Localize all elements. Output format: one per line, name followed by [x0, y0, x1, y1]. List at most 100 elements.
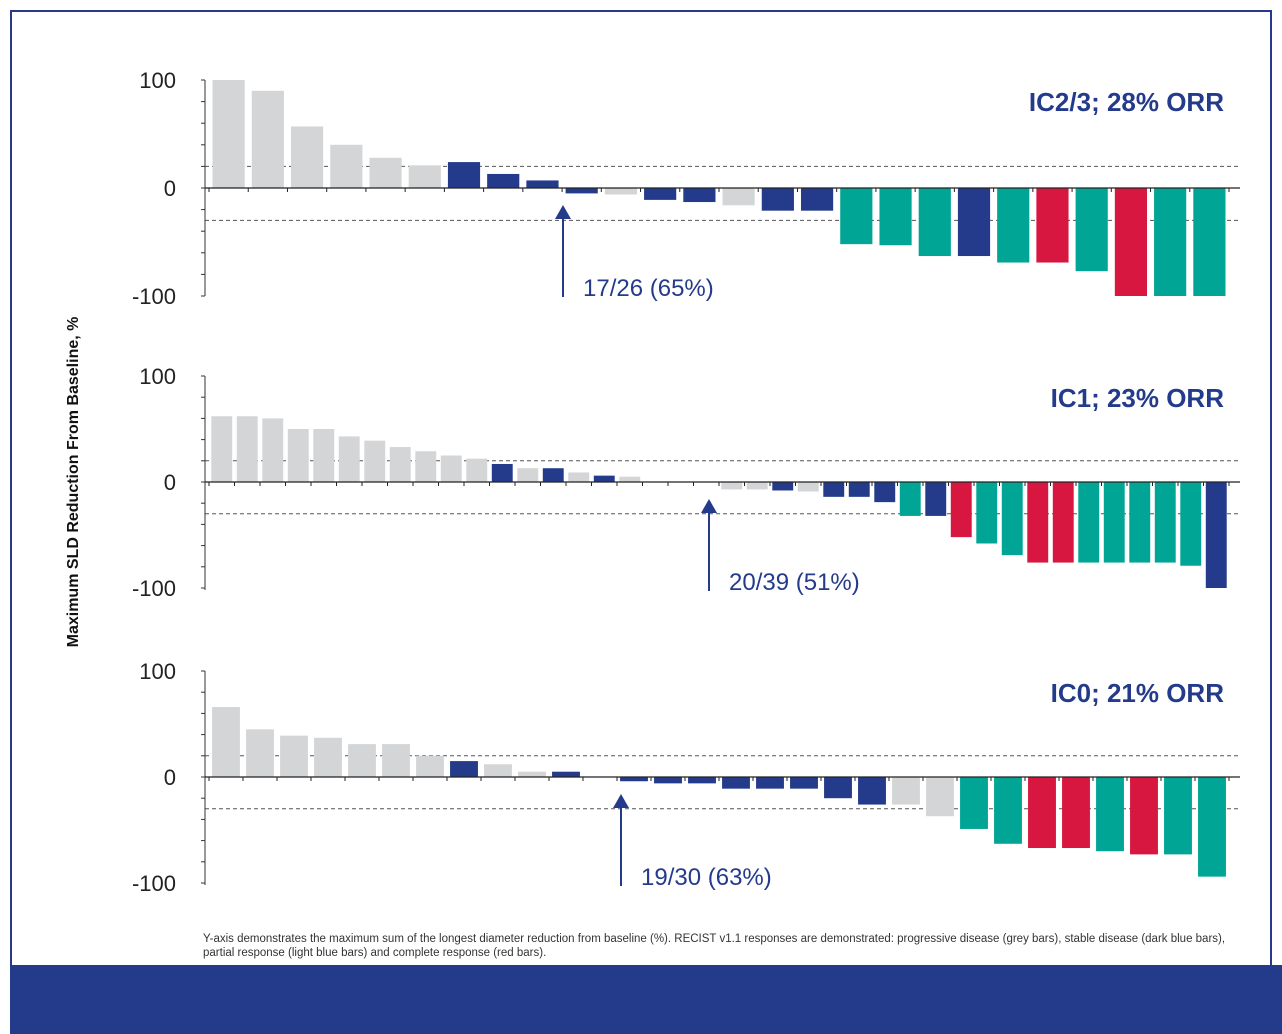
bar: [976, 482, 998, 544]
bar: [688, 777, 716, 784]
bar: [517, 468, 539, 482]
arrow-annotation: 17/26 (65%): [583, 275, 714, 302]
bar: [1198, 777, 1226, 877]
arrow-head: [701, 499, 717, 513]
bar: [722, 777, 750, 789]
bar: [926, 777, 954, 817]
bar: [957, 188, 991, 257]
bar: [246, 729, 274, 777]
bar: [1036, 188, 1069, 263]
bar: [950, 482, 972, 538]
bar: [997, 188, 1030, 263]
bar: [879, 188, 912, 246]
bar: [447, 162, 481, 188]
chart-panel-1: 100 0 -100 IC2/3; 28% ORR 17/26 (65%): [132, 68, 1240, 309]
bar: [797, 482, 819, 492]
bar: [746, 482, 768, 490]
bar: [756, 777, 784, 789]
panel-title: IC1; 23% ORR: [1051, 383, 1225, 413]
bar: [338, 436, 360, 482]
bar: [1075, 188, 1108, 272]
bar: [484, 764, 512, 777]
bar: [542, 468, 564, 482]
arrow-annotation: 20/39 (51%): [729, 569, 860, 596]
bar: [416, 755, 444, 777]
bar: [619, 476, 641, 482]
bar: [212, 80, 245, 188]
bar: [1129, 482, 1151, 563]
bar: [262, 418, 284, 482]
bar: [466, 458, 488, 482]
bar: [348, 744, 376, 777]
bar: [491, 463, 513, 482]
bar: [823, 482, 845, 497]
y-tick-label: 100: [139, 68, 176, 93]
bar: [364, 440, 386, 482]
bar: [330, 144, 363, 188]
bar: [415, 451, 437, 482]
bar: [858, 777, 886, 805]
bar: [772, 482, 794, 491]
bar: [1103, 482, 1125, 563]
bar: [874, 482, 896, 503]
y-tick-label: -100: [132, 284, 176, 309]
bar: [211, 416, 233, 482]
chart-panel-2: 100 0 -100 IC1; 23% ORR 20/39 (51%): [132, 364, 1240, 601]
bar: [1052, 482, 1074, 563]
bar: [526, 180, 559, 188]
bar: [604, 188, 638, 195]
bar: [568, 472, 590, 482]
bar: [280, 735, 308, 777]
bar: [1114, 188, 1148, 296]
bar: [848, 482, 870, 497]
bar: [450, 761, 478, 777]
bar: [593, 475, 615, 482]
arrow-head: [613, 794, 629, 808]
bar: [761, 188, 794, 211]
bar: [314, 737, 342, 777]
bar: [1205, 482, 1227, 588]
bar: [840, 188, 873, 245]
bar: [518, 771, 546, 777]
bar: [824, 777, 852, 799]
y-tick-label: 0: [164, 176, 176, 201]
y-tick-label: -100: [132, 871, 176, 896]
bar: [313, 429, 335, 482]
bar: [722, 188, 755, 206]
bar: [1130, 777, 1158, 855]
y-tick-label: 0: [164, 470, 176, 495]
bar: [287, 429, 309, 482]
bar: [620, 777, 648, 782]
bar: [290, 126, 324, 188]
bar: [790, 777, 818, 789]
panel-title: IC2/3; 28% ORR: [1029, 87, 1224, 117]
bar: [1028, 777, 1056, 849]
bar: [1078, 482, 1100, 563]
bar: [1096, 777, 1124, 852]
bar: [487, 173, 520, 188]
bar: [382, 744, 410, 777]
bar: [251, 90, 284, 188]
bar: [1001, 482, 1023, 556]
arrow-head: [555, 205, 571, 219]
figure-caption: Y-axis demonstrates the maximum sum of t…: [203, 933, 1226, 959]
bar: [800, 188, 834, 211]
bar: [1164, 777, 1192, 855]
bar: [918, 188, 951, 257]
y-tick-label: -100: [132, 576, 176, 601]
arrow-annotation: 19/30 (63%): [641, 864, 772, 891]
bar: [389, 447, 411, 482]
bar: [899, 482, 921, 516]
bar: [369, 157, 402, 188]
bar: [892, 777, 920, 805]
bar: [408, 165, 441, 188]
footer-bar: [10, 965, 1282, 1034]
panel-title: IC0; 21% ORR: [1051, 678, 1225, 708]
bar: [212, 707, 240, 777]
bar: [925, 482, 947, 516]
y-tick-label: 100: [139, 364, 176, 389]
bar: [960, 777, 988, 829]
bar: [721, 482, 743, 490]
bar: [1193, 188, 1226, 296]
